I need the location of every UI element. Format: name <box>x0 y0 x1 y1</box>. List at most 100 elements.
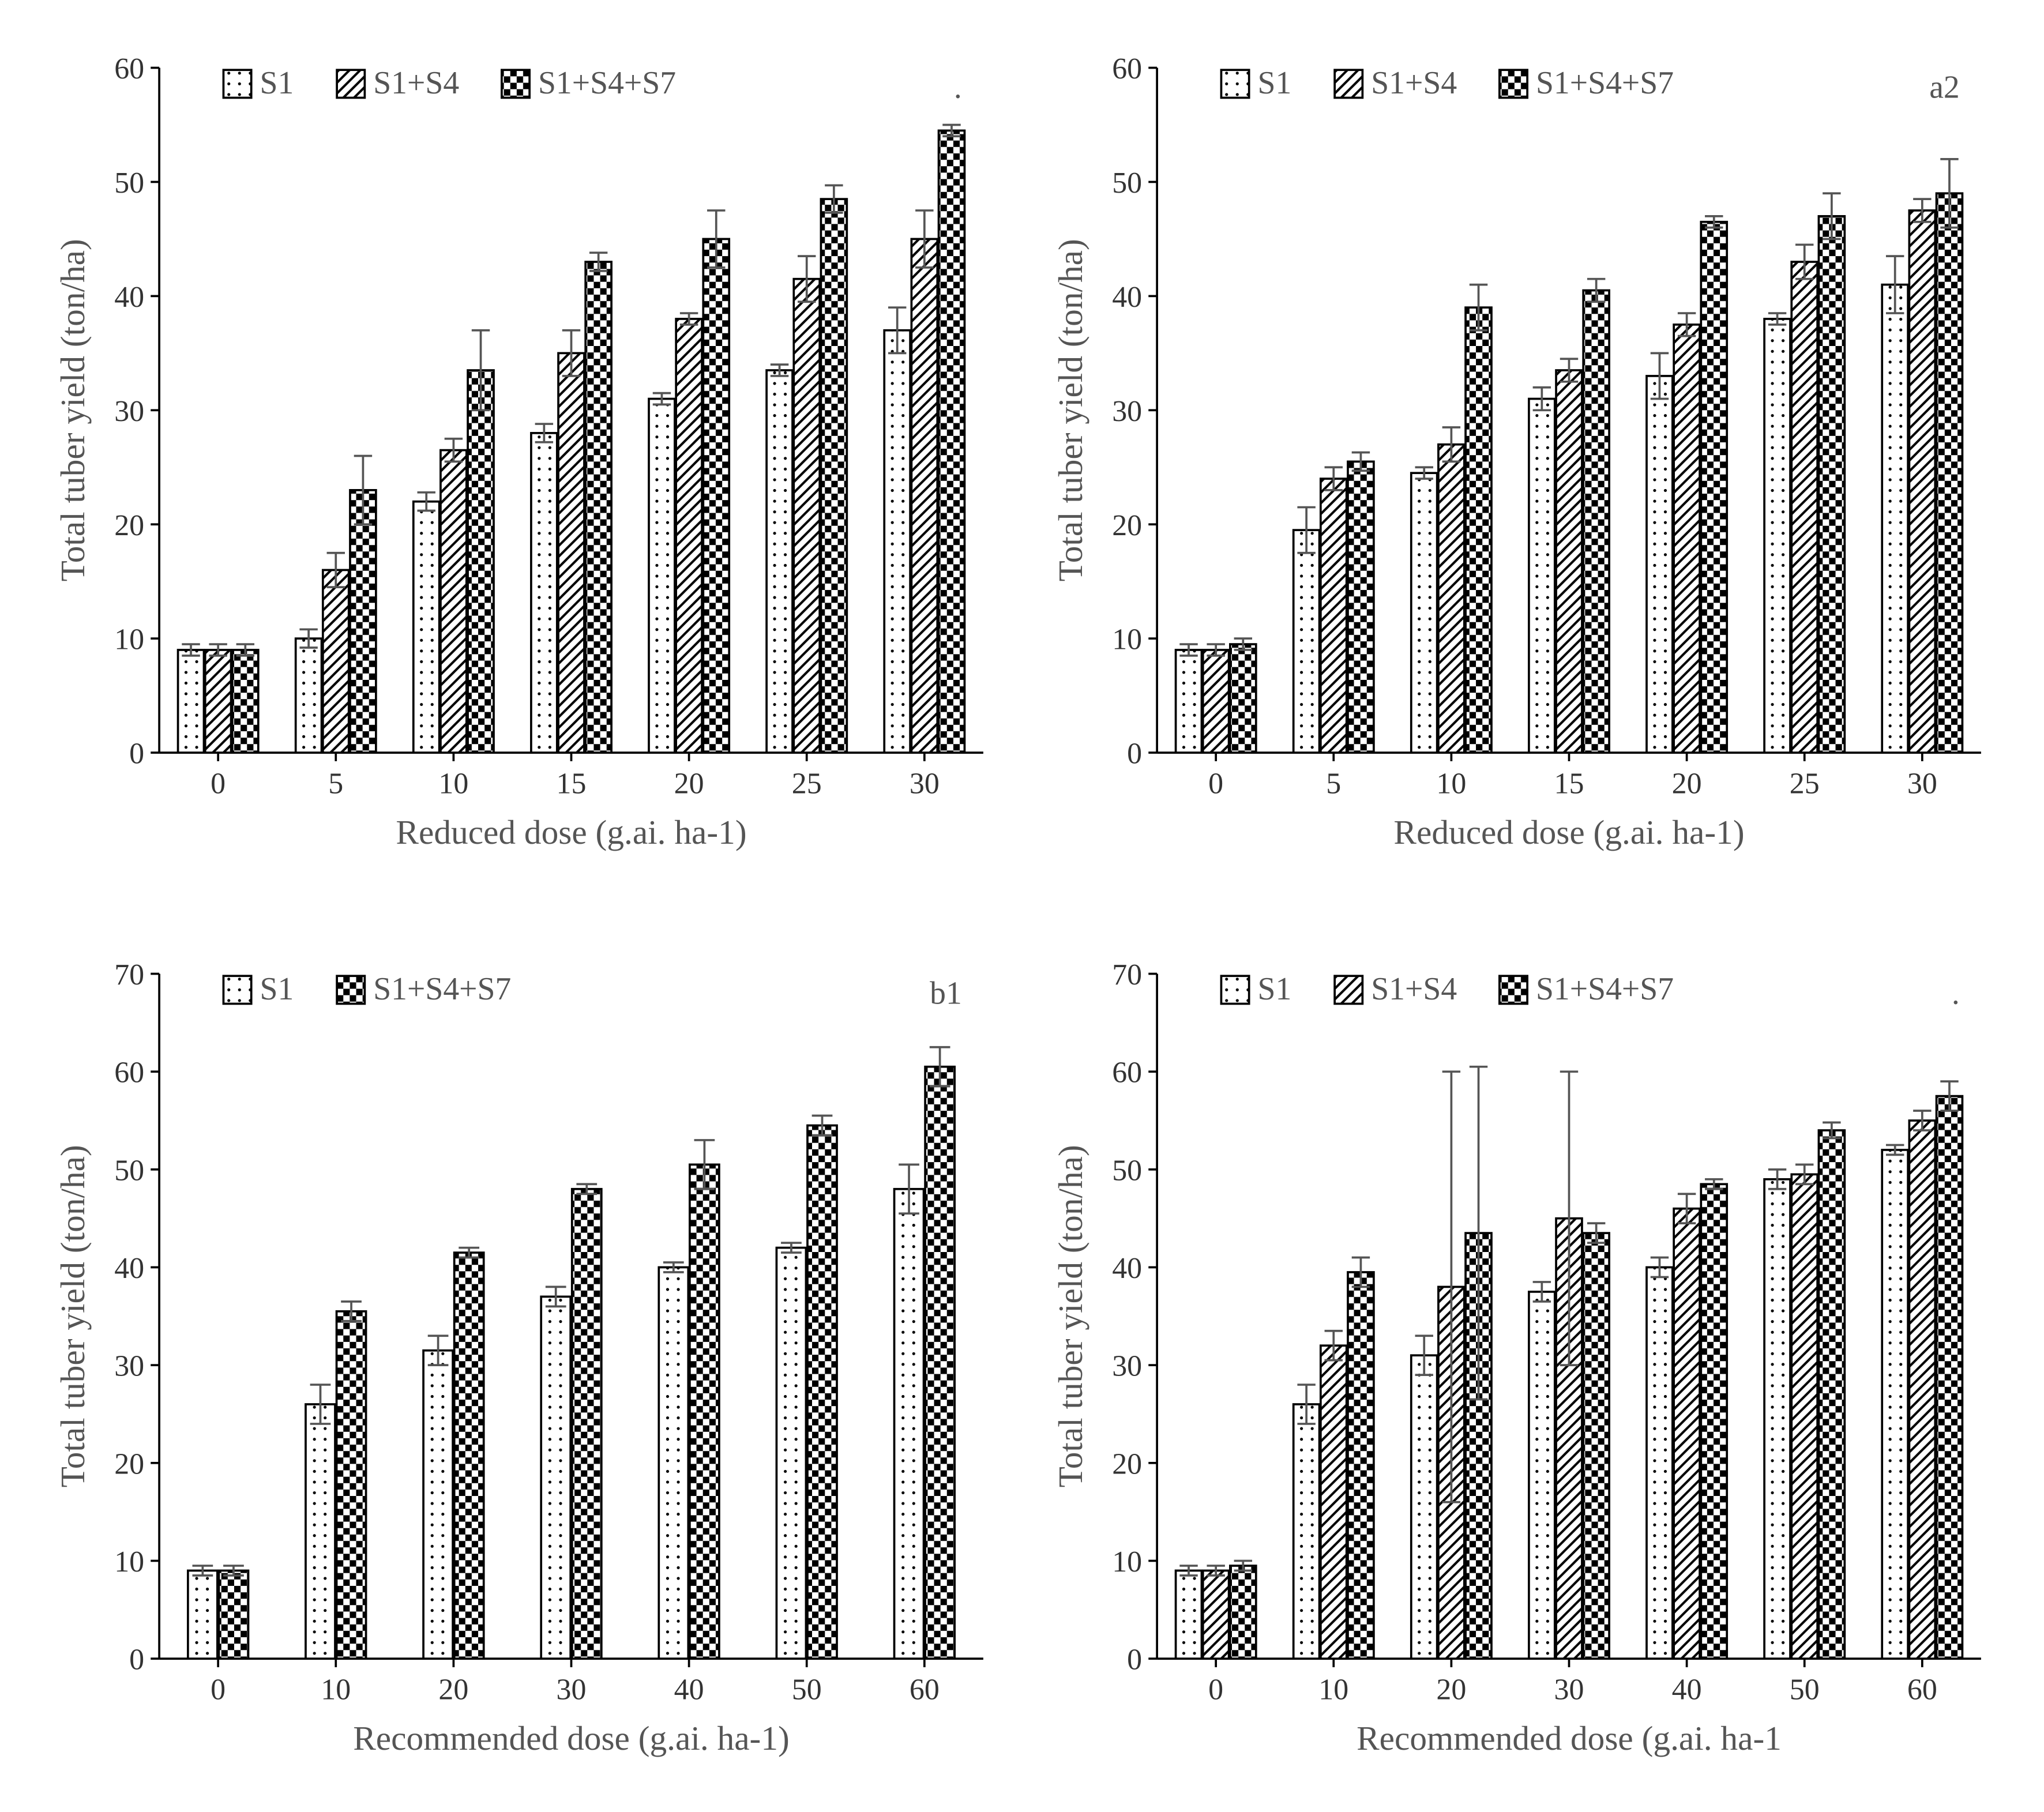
y-tick-label: 60 <box>114 52 144 85</box>
bar <box>541 1296 570 1659</box>
legend-label: S1+S4+S7 <box>538 65 676 101</box>
bar <box>884 330 910 753</box>
x-axis-title: Recommended dose (g.ai. ha-1 <box>1357 1719 1782 1757</box>
bar <box>1882 285 1908 753</box>
x-tick-label: 30 <box>910 768 940 800</box>
y-tick-label: 50 <box>1112 167 1142 200</box>
legend-swatch <box>1335 70 1362 97</box>
bar <box>1909 210 1935 753</box>
bar <box>1583 290 1609 753</box>
panel-b1: 0102030405060700102030405060Total tuber … <box>42 929 1005 1789</box>
x-tick-label: 25 <box>1790 768 1820 800</box>
y-tick-label: 0 <box>129 1644 144 1676</box>
bar <box>1791 262 1817 753</box>
bar <box>572 1189 602 1659</box>
x-tick-label: 30 <box>1554 1674 1584 1706</box>
y-axis-title: Total tuber yield (ton/ha) <box>54 239 92 581</box>
y-tick-label: 20 <box>1112 1448 1142 1480</box>
bar <box>1583 1233 1609 1659</box>
x-tick-label: 15 <box>557 768 587 800</box>
y-tick-label: 30 <box>1112 395 1142 428</box>
y-tick-label: 20 <box>1112 509 1142 542</box>
legend-label: S1 <box>1258 65 1292 101</box>
bar <box>1701 222 1727 753</box>
bar <box>794 279 820 753</box>
bar <box>1411 1355 1437 1659</box>
y-axis-title: Total tuber yield (ton/ha) <box>1051 1145 1089 1487</box>
legend-label: S1 <box>1258 971 1292 1007</box>
bar <box>1909 1121 1935 1659</box>
x-tick-label: 25 <box>792 768 822 800</box>
bar <box>441 450 467 753</box>
bar <box>1321 479 1347 753</box>
y-tick-label: 50 <box>114 167 144 200</box>
panel-a2: 0102030405060051015202530Total tuber yie… <box>1039 23 2002 883</box>
bar <box>219 1570 248 1659</box>
legend-label: S1+S4+S7 <box>373 971 511 1007</box>
bar <box>1647 1268 1673 1659</box>
bar <box>423 1351 453 1659</box>
bar <box>1882 1150 1908 1659</box>
bar <box>1937 193 1963 753</box>
legend-label: S1+S4+S7 <box>1536 65 1674 101</box>
x-tick-label: 30 <box>557 1674 587 1706</box>
bar <box>468 370 494 753</box>
bar <box>178 650 204 753</box>
y-tick-label: 40 <box>114 281 144 314</box>
bar <box>531 433 557 753</box>
bar <box>690 1164 719 1659</box>
bar <box>1556 370 1582 753</box>
x-tick-label: 20 <box>1436 1674 1466 1706</box>
bar <box>188 1570 217 1659</box>
y-tick-label: 10 <box>114 1546 144 1578</box>
panel-a1: 0102030405060051015202530Total tuber yie… <box>42 23 1005 883</box>
y-tick-label: 20 <box>114 1448 144 1480</box>
y-tick-label: 0 <box>129 738 144 770</box>
panel-tag: . <box>954 69 962 105</box>
y-tick-label: 30 <box>114 395 144 428</box>
bar <box>1203 650 1229 753</box>
x-tick-label: 10 <box>438 768 468 800</box>
panel-tag: b1 <box>930 976 962 1012</box>
bar <box>337 1311 366 1659</box>
x-tick-label: 30 <box>1907 768 1937 800</box>
bar <box>1791 1174 1817 1659</box>
x-tick-label: 60 <box>910 1674 940 1706</box>
legend-label: S1+S4+S7 <box>1536 971 1674 1007</box>
bar <box>306 1404 335 1659</box>
panel-b2: 0102030405060700102030405060Total tuber … <box>1039 929 2002 1789</box>
bar <box>676 319 702 753</box>
x-tick-label: 0 <box>211 768 226 800</box>
legend-swatch <box>337 976 365 1003</box>
y-tick-label: 60 <box>1112 1057 1142 1089</box>
bar <box>1321 1345 1347 1659</box>
bar <box>1937 1096 1963 1659</box>
legend-swatch <box>1221 70 1249 97</box>
y-tick-label: 50 <box>1112 1154 1142 1187</box>
bar <box>454 1253 484 1659</box>
legend-swatch <box>1500 976 1527 1003</box>
bar <box>1674 1209 1700 1659</box>
y-tick-label: 10 <box>114 623 144 656</box>
x-axis-title: Reduced dose (g.ai. ha-1) <box>1393 813 1744 851</box>
x-tick-label: 0 <box>211 1674 226 1706</box>
bar <box>1529 1292 1555 1659</box>
legend-swatch <box>1500 70 1527 97</box>
y-tick-label: 10 <box>1112 623 1142 656</box>
x-axis-title: Recommended dose (g.ai. ha-1) <box>353 1719 790 1757</box>
x-tick-label: 15 <box>1554 768 1584 800</box>
panel-tag: a2 <box>1929 69 1960 105</box>
y-tick-label: 30 <box>114 1350 144 1383</box>
x-tick-label: 50 <box>792 1674 822 1706</box>
bar <box>1348 1272 1374 1659</box>
bar <box>323 570 349 753</box>
y-axis-title: Total tuber yield (ton/ha) <box>1051 239 1089 581</box>
bar <box>703 239 729 753</box>
bar <box>1701 1184 1727 1659</box>
bar <box>1764 1179 1790 1659</box>
bar <box>911 239 937 753</box>
x-tick-label: 10 <box>1436 768 1466 800</box>
x-tick-label: 5 <box>328 768 343 800</box>
x-tick-label: 5 <box>1326 768 1341 800</box>
x-tick-label: 0 <box>1208 768 1223 800</box>
